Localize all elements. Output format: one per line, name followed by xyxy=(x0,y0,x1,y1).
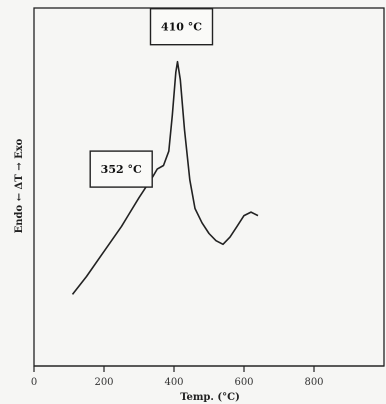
annotations: 352 °C 410 °C xyxy=(89,7,214,188)
annotation-box: 410 °C xyxy=(149,7,214,46)
annotation-label: 410 °C xyxy=(161,21,202,34)
x-ticks: 0 200 400 600 800 xyxy=(31,366,324,388)
annotation-box: 352 °C xyxy=(89,150,153,188)
x-tick-label: 0 xyxy=(31,377,37,388)
x-tick-label: 600 xyxy=(234,377,253,388)
dta-curve xyxy=(71,60,259,295)
plot-frame xyxy=(33,7,385,367)
annotation-label: 352 °C xyxy=(101,163,142,176)
x-tick-label: 800 xyxy=(304,377,323,388)
annotation-frame xyxy=(89,150,153,188)
x-axis-title: Temp. (°C) xyxy=(180,392,240,403)
annotation-frame xyxy=(149,7,214,46)
x-tick-label: 200 xyxy=(94,377,113,388)
x-tick-label: 400 xyxy=(164,377,183,388)
y-axis-title: Endo ← ΔT → Exo xyxy=(14,138,25,233)
